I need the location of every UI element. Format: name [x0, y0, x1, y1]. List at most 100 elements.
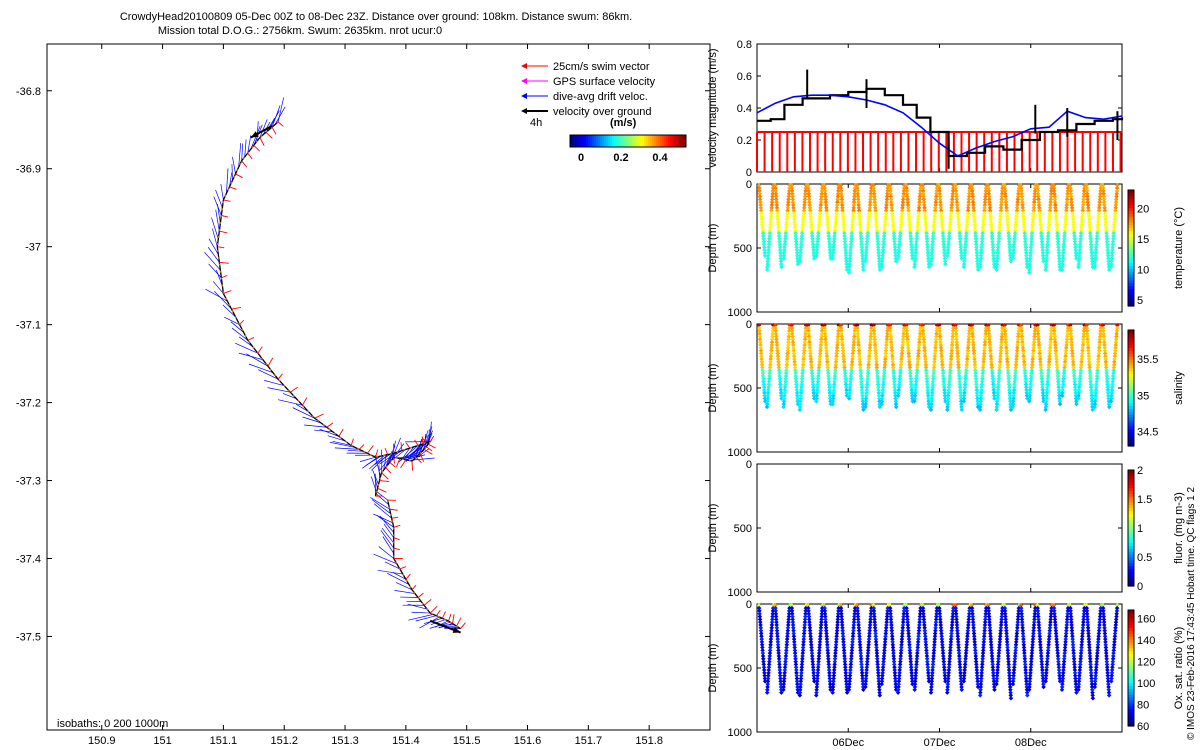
drift-vector — [292, 407, 315, 419]
profile-sample — [819, 328, 825, 334]
profile-sample — [782, 390, 787, 396]
profile-sample — [846, 270, 852, 275]
profile-sample — [975, 256, 980, 261]
profile-sample — [1051, 188, 1057, 194]
profile-sample — [1093, 253, 1098, 258]
y-tick-label: 0 — [746, 459, 752, 471]
swim-vector — [221, 215, 229, 218]
profile-sample — [1044, 259, 1049, 264]
profile-sample — [1093, 256, 1098, 261]
speed-colorbar: 0 0.2 0.4 — [569, 134, 687, 164]
profile-sample — [770, 334, 775, 339]
y-tick-label: 0 — [746, 167, 752, 179]
profile-sample — [1041, 684, 1046, 690]
profile-sample — [1060, 256, 1066, 261]
profile-sample — [775, 351, 780, 356]
drift-vector — [224, 316, 240, 325]
profile-sample — [1073, 247, 1078, 253]
profile-sample — [928, 690, 934, 695]
profile-sample — [1032, 185, 1038, 191]
profile-sample — [803, 325, 809, 331]
profile-sample — [1094, 236, 1100, 242]
swim-vectors — [217, 121, 466, 629]
profile-sample — [1043, 264, 1049, 270]
swim-vector — [400, 459, 407, 469]
salinity-panel: 0 500 1000 Depth (m) 34.5 35 35.5 salinity — [707, 319, 1185, 459]
profile-sample — [844, 264, 850, 270]
colorbar-cell — [1128, 425, 1134, 430]
swim-vector — [247, 152, 253, 160]
colorbar-cell — [634, 135, 637, 147]
profile-sample — [808, 356, 814, 362]
swim-vector — [277, 373, 283, 380]
colorbar-cell — [1128, 256, 1134, 261]
profile-sample — [807, 339, 812, 345]
colorbar-cell — [1128, 428, 1134, 433]
drift-vector — [215, 270, 223, 286]
profile-sample — [816, 365, 822, 370]
profile-sample — [814, 693, 819, 698]
colorbar-cell — [646, 135, 649, 147]
profile-sample — [786, 331, 792, 336]
time-label: 4h — [530, 117, 542, 129]
profile-sample — [1055, 233, 1060, 239]
swim-vector — [456, 617, 462, 627]
swim-vector — [338, 428, 344, 437]
colorbar-cell — [616, 135, 619, 147]
profile-sample — [769, 345, 774, 351]
profile-sample — [1053, 205, 1058, 211]
profile-sample — [1059, 264, 1065, 270]
profile-sample — [767, 373, 772, 379]
profile-sample — [1109, 253, 1115, 258]
profile-sample — [991, 259, 997, 264]
y-tick-label: -37.5 — [16, 631, 41, 643]
profile-sample — [1059, 687, 1065, 693]
profile-sample — [1027, 261, 1033, 267]
colorbar-cell — [1128, 248, 1134, 252]
profile-sample — [994, 261, 1000, 267]
profile-sample — [1082, 185, 1087, 191]
profile-sample — [1028, 250, 1033, 256]
profile-sample — [1072, 242, 1078, 247]
profile-sample — [1114, 185, 1120, 191]
profile-sample — [790, 331, 795, 336]
profile-sample — [795, 401, 801, 407]
profile-sample — [782, 387, 788, 393]
profile-sample — [814, 393, 820, 398]
profile-sample — [1086, 208, 1091, 213]
colorbar-tick-label: 60 — [1137, 721, 1149, 733]
y-tick-label: -37.4 — [16, 554, 41, 566]
profile-sample — [798, 390, 804, 396]
profile-sample — [799, 382, 804, 387]
colorbar-cell — [594, 135, 597, 147]
profile-sample — [961, 259, 967, 264]
profile-sample — [1104, 228, 1109, 233]
colorbar-cell — [1128, 417, 1134, 421]
profile-sample — [847, 261, 852, 267]
profile-sample — [1048, 197, 1054, 202]
profile-sample — [1085, 194, 1090, 199]
colorbar-cell — [1128, 192, 1134, 197]
x-tick-label: 151.8 — [635, 735, 663, 747]
profile-sample — [1028, 244, 1034, 250]
profile-sample — [819, 325, 825, 331]
profile-sample — [1101, 194, 1107, 199]
profile-sample — [825, 362, 830, 367]
colorbar-cell — [674, 135, 677, 147]
colorbar-cell — [1128, 437, 1134, 441]
colorbar-cell — [1128, 364, 1134, 369]
profile-sample — [928, 261, 934, 267]
profile-sample — [803, 328, 808, 334]
profile-sample — [1052, 199, 1058, 205]
profile-sample — [1086, 205, 1091, 211]
profile-sample — [929, 256, 934, 261]
profile-sample — [819, 331, 825, 336]
profile-sample — [1109, 256, 1115, 261]
profile-sample — [802, 342, 807, 348]
drift-vector — [265, 117, 276, 133]
profile-sample — [785, 342, 791, 348]
profile-sample — [1071, 222, 1076, 227]
colorbar-cell — [1128, 422, 1134, 427]
colorbar-tick-label: 0 — [1137, 581, 1143, 593]
swim-vector — [441, 611, 446, 619]
